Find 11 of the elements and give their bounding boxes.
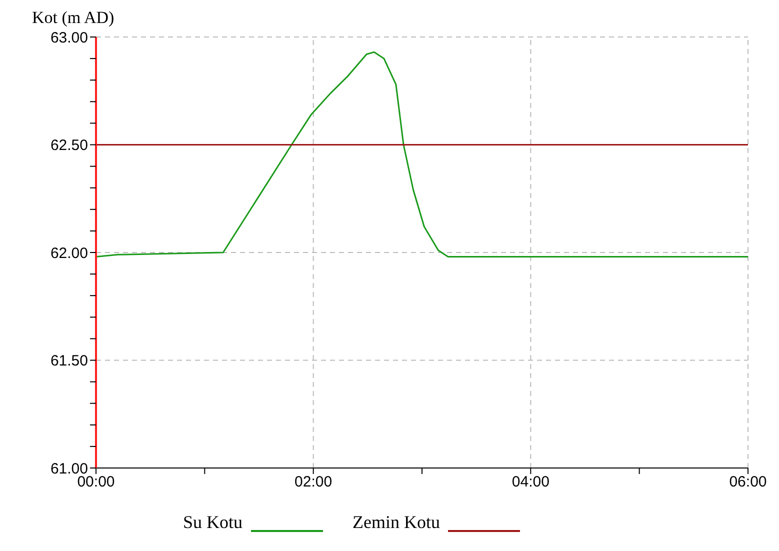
x-tick-label: 04:00 — [512, 474, 550, 491]
y-tick-label: 63.00 — [50, 29, 88, 46]
legend-label: Su Kotu — [183, 512, 243, 533]
y-axis-title: Kot (m AD) — [32, 8, 114, 28]
legend-label: Zemin Kotu — [352, 512, 440, 533]
y-tick-label: 62.00 — [50, 244, 88, 262]
y-tick-label: 62.50 — [50, 137, 88, 154]
y-tick-label: 61.50 — [50, 352, 88, 370]
x-tick-label: 06:00 — [729, 474, 767, 491]
line-series — [96, 51, 748, 258]
x-tick-label: 02:00 — [294, 474, 332, 491]
